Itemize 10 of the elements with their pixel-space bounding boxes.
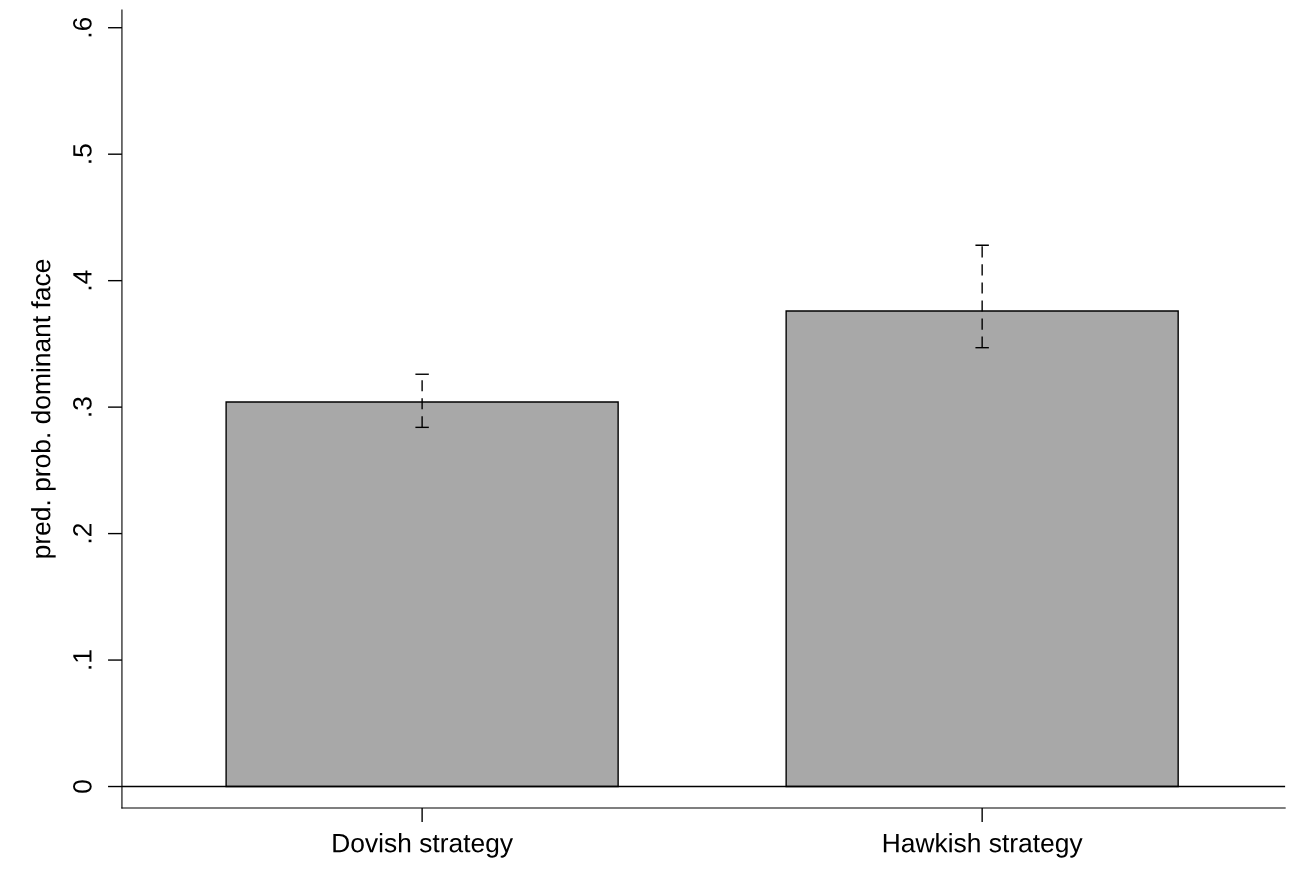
y-tick-label: 0: [73, 780, 92, 793]
x-tick-label: Dovish strategy: [333, 833, 513, 858]
y-tick-label: .2: [73, 523, 92, 543]
x-tick-label: Hawkish strategy: [883, 833, 1083, 858]
y-tick-label: .6: [73, 17, 92, 37]
y-tick-label: .1: [73, 650, 92, 669]
y-tick-label: .4: [73, 270, 92, 290]
y-tick-label: .5: [73, 144, 92, 163]
y-tick-label: .3: [73, 397, 92, 416]
y-axis-title: pred. prob. dominant face: [31, 259, 56, 558]
